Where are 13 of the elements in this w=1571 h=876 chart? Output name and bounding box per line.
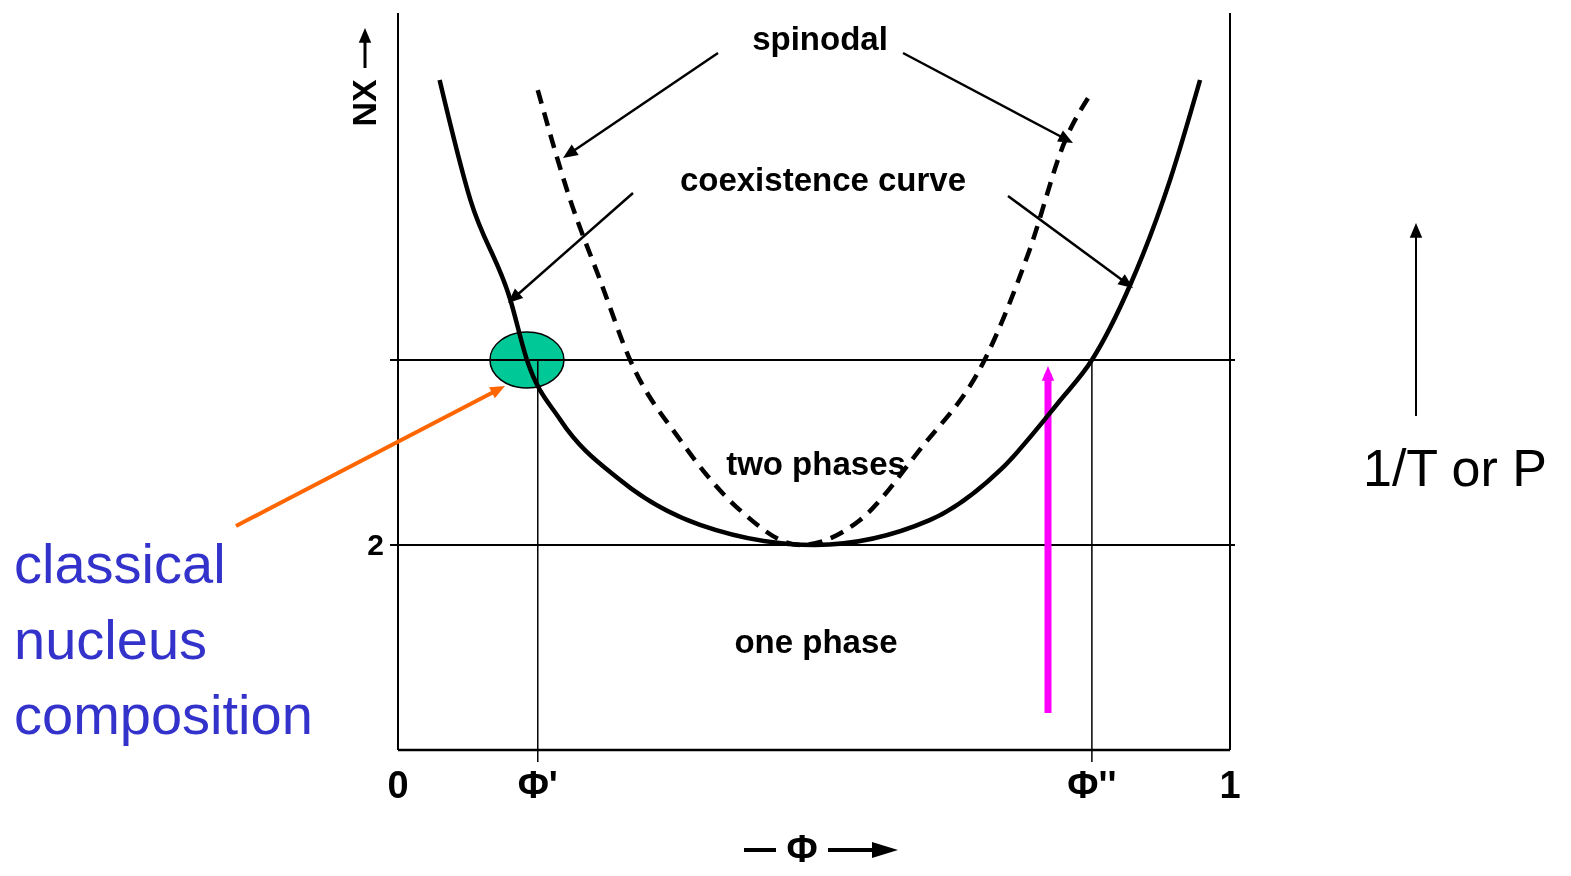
text: spinodal: [752, 20, 888, 57]
x-tick-label: 1: [1219, 764, 1241, 806]
annotation: coexistence curve: [679, 161, 967, 198]
text: 1/T or P: [1362, 439, 1548, 497]
y-axis-title: NX: [345, 79, 383, 127]
x-tick-label: 0: [387, 764, 409, 806]
x-tick-label: Φ'': [1067, 764, 1117, 806]
annotation: two phases: [726, 445, 906, 482]
text: classical nucleus composition: [14, 532, 313, 747]
x-axis-title: Φ: [786, 828, 818, 870]
x-tick-label: Φ': [517, 764, 558, 806]
annotation: one phase: [734, 623, 898, 660]
text: 2: [367, 527, 384, 561]
